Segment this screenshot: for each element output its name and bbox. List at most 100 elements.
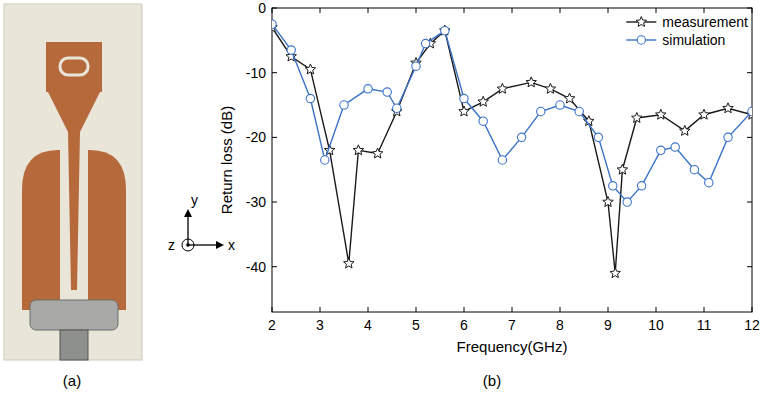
data-point (344, 258, 354, 268)
triad-label: z (168, 237, 175, 253)
data-point (383, 88, 391, 96)
data-point (699, 109, 709, 119)
data-point (517, 133, 525, 141)
data-point (537, 107, 545, 115)
y-tick-label: 0 (258, 0, 266, 16)
data-point (353, 145, 363, 155)
data-point (498, 156, 506, 164)
x-tick (656, 307, 657, 312)
x-tick-label: 5 (412, 317, 420, 333)
data-point (594, 133, 602, 141)
slot (60, 58, 88, 75)
data-point (680, 125, 690, 135)
data-point (412, 62, 420, 70)
triad-label: y (191, 192, 198, 208)
data-point (340, 101, 348, 109)
series-line (272, 27, 752, 273)
data-point (748, 107, 752, 115)
y-tick (747, 72, 752, 73)
x-tick (320, 307, 321, 312)
x-tick-label: 9 (604, 317, 612, 333)
data-point (364, 85, 372, 93)
data-point (372, 148, 382, 158)
data-point (441, 26, 449, 34)
data-point (671, 143, 679, 151)
connector (30, 300, 118, 330)
data-point (497, 83, 507, 93)
x-tick-label: 8 (556, 317, 564, 333)
data-point (724, 133, 732, 141)
ground-left (22, 150, 60, 310)
z-circle (182, 239, 194, 251)
x-tick (704, 8, 705, 13)
data-point (656, 109, 666, 119)
data-point (272, 20, 276, 28)
figure: (a)yxz23456789101112-40-30-20-100Frequen… (0, 0, 768, 395)
data-point (657, 146, 665, 154)
x-tick (320, 8, 321, 13)
x-tick (608, 8, 609, 13)
y-tick (272, 137, 277, 138)
y-tick (272, 266, 277, 267)
data-point (637, 182, 645, 190)
ground-right (88, 150, 126, 310)
x-tick (512, 8, 513, 13)
series-line (272, 24, 752, 202)
data-point (440, 25, 450, 35)
x-tick (656, 8, 657, 13)
chart: 23456789101112-40-30-20-100Frequency(GHz… (218, 0, 760, 389)
x-tick-label: 11 (697, 317, 712, 333)
data-point (575, 107, 583, 115)
data-point (526, 77, 536, 87)
data-point (705, 178, 713, 186)
x-tick-label: 6 (460, 317, 468, 333)
connector-thread (60, 330, 88, 360)
x-tick (608, 307, 609, 312)
y-tick-label: -20 (246, 129, 266, 145)
x-tick-label: 3 (316, 317, 324, 333)
y-axis-title: Return loss (dB) (218, 106, 235, 214)
arrow-x (188, 244, 220, 245)
legend-label: measurement (662, 14, 748, 30)
substrate (4, 4, 142, 360)
x-tick (560, 307, 561, 312)
legend-marker (637, 36, 645, 44)
y-tick-label: -40 (246, 259, 266, 275)
triad-label: x (228, 237, 235, 253)
x-tick-label: 2 (268, 317, 276, 333)
z-dot (186, 243, 190, 247)
x-tick-label: 7 (508, 317, 516, 333)
x-tick (512, 307, 513, 312)
y-tick (272, 202, 277, 203)
x-tick-label: 4 (364, 317, 372, 333)
data-point (545, 83, 555, 93)
y-tick (747, 137, 752, 138)
data-point (564, 93, 574, 103)
data-point (603, 197, 613, 207)
y-tick (272, 72, 277, 73)
x-tick-label: 12 (744, 317, 760, 333)
patch (46, 42, 102, 92)
y-tick (747, 266, 752, 267)
data-point (306, 94, 314, 102)
antenna-photo (4, 4, 142, 360)
data-point (479, 117, 487, 125)
data-point (632, 112, 642, 122)
x-tick (368, 8, 369, 13)
x-tick (416, 307, 417, 312)
y-tick (747, 202, 752, 203)
x-tick (704, 307, 705, 312)
x-tick (368, 307, 369, 312)
x-tick (560, 8, 561, 13)
data-point (556, 101, 564, 109)
data-point (690, 166, 698, 174)
y-tick-label: -10 (246, 65, 266, 81)
arrowhead (216, 241, 224, 249)
legend: measurement simulation (626, 14, 748, 48)
plot-data (272, 20, 752, 278)
arrow-y (187, 213, 188, 245)
data-point (460, 94, 468, 102)
data-point (478, 96, 488, 106)
legend-label: simulation (662, 32, 725, 48)
x-tick-label: 10 (648, 317, 664, 333)
